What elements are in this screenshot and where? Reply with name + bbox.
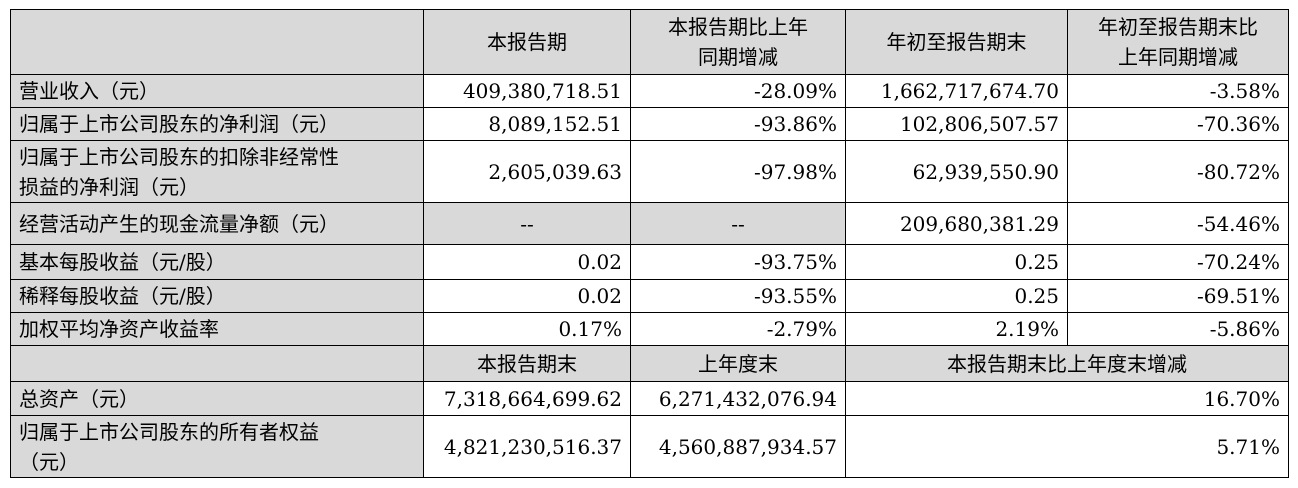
table-row: 加权平均净资产收益率 0.17% -2.79% 2.19% -5.86% [10, 312, 1289, 346]
cell-value: 4,821,230,516.37 [423, 415, 631, 478]
cell-value: -- [423, 202, 631, 245]
header-ytd-yoy-line1: 年初至报告期末比 [1098, 15, 1258, 39]
cell-value: -3.58% [1067, 74, 1289, 108]
cell-value: 16.70% [845, 381, 1289, 416]
cell-value: 5.71% [845, 415, 1289, 478]
cell-value: -70.24% [1067, 244, 1289, 280]
header2-change: 本报告期末比上年度末增减 [845, 345, 1289, 382]
table-row: 归属于上市公司股东的净利润（元） 8,089,152.51 -93.86% 10… [10, 107, 1289, 141]
row-label: 归属于上市公司股东的净利润（元） [10, 107, 424, 141]
cell-value: -28.09% [630, 74, 846, 108]
cell-value: 62,939,550.90 [845, 140, 1068, 203]
cell-value: 1,662,717,674.70 [845, 74, 1068, 108]
row-label: 加权平均净资产收益率 [10, 312, 424, 346]
cell-value: 0.25 [845, 279, 1068, 313]
cell-value: 0.25 [845, 244, 1068, 280]
row-label: 总资产（元） [10, 381, 424, 416]
row-label: 归属于上市公司股东的扣除非经常性 损益的净利润（元） [10, 140, 424, 203]
header2-prior-year-end: 上年度末 [630, 345, 846, 382]
row-label: 基本每股收益（元/股） [10, 244, 424, 280]
header2-blank-cell [10, 345, 424, 382]
cell-value: 0.02 [423, 279, 631, 313]
cell-value: 2.19% [845, 312, 1068, 346]
header-current-period: 本报告期 [423, 9, 631, 75]
table-row: 归属于上市公司股东的扣除非经常性 损益的净利润（元） 2,605,039.63 … [10, 140, 1289, 203]
cell-value: 0.02 [423, 244, 631, 280]
header-blank-cell [10, 9, 424, 75]
cell-value: -97.98% [630, 140, 846, 203]
row-label: 营业收入（元） [10, 74, 424, 108]
cell-value: -93.55% [630, 279, 846, 313]
cell-value: 4,560,887,934.57 [630, 415, 846, 478]
row-label-line2: （元） [19, 449, 79, 474]
row-label-line1: 归属于上市公司股东的所有者权益 [19, 419, 319, 444]
cell-value: -70.36% [1067, 107, 1289, 141]
row-label: 归属于上市公司股东的所有者权益 （元） [10, 415, 424, 478]
row-label: 经营活动产生的现金流量净额（元） [10, 202, 424, 245]
financial-summary-table: 本报告期 本报告期比上年 同期增减 年初至报告期末 年初至报告期末比 上年同期增… [10, 9, 1289, 478]
header-current-period-yoy-line1: 本报告期比上年 [668, 15, 808, 39]
cell-value: 209,680,381.29 [845, 202, 1068, 245]
table-row: 营业收入（元） 409,380,718.51 -28.09% 1,662,717… [10, 74, 1289, 108]
cell-value: -54.46% [1067, 202, 1289, 245]
header-ytd-yoy-line2: 上年同期增减 [1118, 45, 1238, 69]
cell-value: 409,380,718.51 [423, 74, 631, 108]
table-row: 基本每股收益（元/股） 0.02 -93.75% 0.25 -70.24% [10, 244, 1289, 280]
header-ytd-yoy: 年初至报告期末比 上年同期增减 [1067, 9, 1289, 75]
cell-value: 102,806,507.57 [845, 107, 1068, 141]
header-current-period-yoy-line2: 同期增减 [698, 45, 778, 69]
cell-value: 6,271,432,076.94 [630, 381, 846, 416]
cell-value: 8,089,152.51 [423, 107, 631, 141]
cell-value: 2,605,039.63 [423, 140, 631, 203]
header2-period-end: 本报告期末 [423, 345, 631, 382]
table-row: 总资产（元） 7,318,664,699.62 6,271,432,076.94… [10, 381, 1289, 416]
cell-value: -5.86% [1067, 312, 1289, 346]
header-row-2: 本报告期末 上年度末 本报告期末比上年度末增减 [10, 345, 1289, 382]
cell-value: -69.51% [1067, 279, 1289, 313]
cell-value: 7,318,664,699.62 [423, 381, 631, 416]
cell-value: 0.17% [423, 312, 631, 346]
table-row: 归属于上市公司股东的所有者权益 （元） 4,821,230,516.37 4,5… [10, 415, 1289, 478]
cell-value: -- [630, 202, 846, 245]
row-label-line1: 归属于上市公司股东的扣除非经常性 [19, 144, 339, 169]
header-ytd: 年初至报告期末 [845, 9, 1068, 75]
table-row: 经营活动产生的现金流量净额（元） -- -- 209,680,381.29 -5… [10, 202, 1289, 245]
row-label-line2: 损益的净利润（元） [19, 174, 199, 199]
cell-value: -2.79% [630, 312, 846, 346]
row-label: 稀释每股收益（元/股） [10, 279, 424, 313]
table-row: 稀释每股收益（元/股） 0.02 -93.55% 0.25 -69.51% [10, 279, 1289, 313]
cell-value: -93.75% [630, 244, 846, 280]
cell-value: -93.86% [630, 107, 846, 141]
header-current-period-yoy: 本报告期比上年 同期增减 [630, 9, 846, 75]
header-row: 本报告期 本报告期比上年 同期增减 年初至报告期末 年初至报告期末比 上年同期增… [10, 9, 1289, 75]
cell-value: -80.72% [1067, 140, 1289, 203]
